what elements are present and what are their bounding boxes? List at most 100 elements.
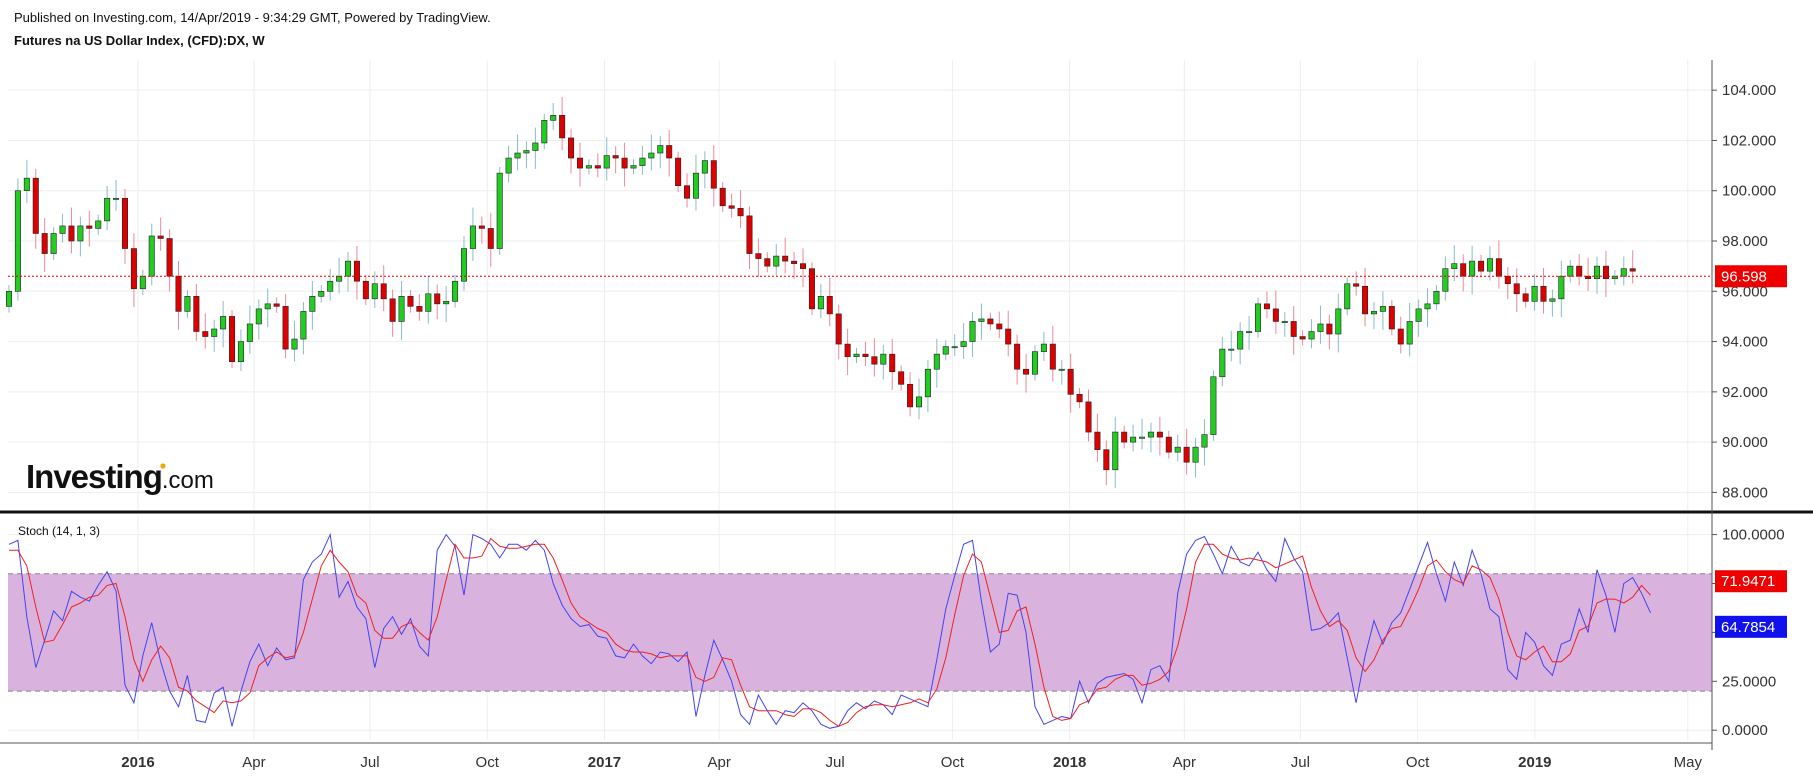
candle-body [1005,328,1012,345]
candle-body [460,248,467,282]
candle-body [86,225,93,229]
candle-body [987,318,994,325]
time-tick-label: 2019 [1518,754,1551,771]
candle-body [443,301,450,305]
last-price-tag-bg [1715,265,1787,288]
candle-body [6,290,13,307]
candle-body [1620,268,1627,277]
candle-body [978,318,985,322]
candle-body [1237,331,1244,350]
candle-body [764,258,771,267]
candle-body [1058,368,1065,371]
candle-body [1112,431,1119,471]
candle-body [264,303,271,310]
price-tick-label: 96.000 [1722,283,1768,300]
candle-body [300,311,307,340]
candle-body [282,306,289,350]
time-tick-label: Jul [826,754,845,771]
candle-body [1353,283,1360,287]
candle-body [291,338,298,350]
candle-body [666,145,673,159]
candle-body [380,283,387,300]
last-value-tags: 96.598 71.9471 64.7854 [1715,265,1787,638]
candle-body [1192,446,1199,463]
stoch-tick-label: 0.0000 [1722,722,1768,739]
candle-body [1397,328,1404,345]
candle-body [1228,348,1235,351]
svg-text:Investing.com: Investing.com [26,458,214,495]
candle-body [1255,303,1262,332]
candle-body [1504,275,1511,285]
candle-body [229,316,236,362]
logo-dot-icon [160,463,166,469]
candle-body [121,197,128,249]
candle-body [1362,285,1369,315]
candle-body [969,321,976,342]
candle-body [996,323,1003,330]
candle-body [523,150,530,154]
stoch-tick-label: 100.0000 [1722,527,1785,544]
stoch-title: Stoch (14, 1, 3) [18,524,100,538]
candle-body [371,283,378,300]
candle-body [469,225,476,249]
price-tick-label: 90.000 [1722,434,1768,451]
price-tick-label: 88.000 [1722,484,1768,501]
candle-body [452,280,459,302]
candle-body [541,120,548,144]
candle-body [68,225,75,242]
symbol-title: Futures na US Dollar Index, (CFD):DX, W [14,33,265,48]
time-tick-label: 2018 [1053,754,1086,771]
candle-body [800,263,807,269]
candle-body [211,328,218,337]
price-tick-label: 104.000 [1722,82,1776,99]
candle-body [880,353,887,365]
candle-body [1094,431,1101,450]
candle-body [871,356,878,365]
candle-body [220,316,227,330]
candle-body [1326,323,1333,335]
candle-body [1469,260,1476,277]
candle-body [684,185,691,199]
time-axis[interactable]: 2016 Apr Jul Oct 2017 Apr Jul Oct 2018 Apr Jul Oct 2… [121,754,1702,771]
candle-body [942,346,949,355]
candle-body [362,280,369,300]
candle-body [41,233,48,254]
time-tick-label: Apr [1173,754,1196,771]
candle-body [389,298,396,322]
investing-logo: Investing.com [26,458,214,495]
candle-body [1290,321,1297,337]
candle-body [1121,431,1128,443]
candle-body [345,260,352,277]
candle-body [327,280,334,292]
candle-body [130,248,137,290]
candle-body [113,197,120,200]
last-price-tag: 96.598 [1721,268,1767,285]
candle-body [1513,283,1520,295]
candle-body [1549,298,1556,302]
candle-body [594,165,601,169]
candle-body [898,371,905,385]
candle-body [1379,306,1386,312]
price-axis[interactable]: 104.000 102.000 100.000 98.000 96.000 94.000 9… [1712,82,1776,501]
candle-body [791,260,798,264]
candle-body [425,293,432,312]
candle-body [1130,436,1137,443]
candle-body [1611,275,1618,280]
candle-body [1424,303,1431,310]
candle-body [1540,285,1547,302]
candle-body [255,308,262,325]
candle-body [487,228,494,249]
stoch-band [8,573,1712,692]
candle-body [1433,290,1440,305]
candle-body [630,165,637,169]
time-tick-label: May [1674,754,1703,771]
candle-body [23,177,30,192]
candle-body [95,220,102,229]
candle-body [639,157,646,166]
candle-body [746,215,753,254]
candle-body [1415,308,1422,322]
candle-body [835,313,842,345]
candle-body [104,197,111,222]
candle-body [336,275,343,282]
